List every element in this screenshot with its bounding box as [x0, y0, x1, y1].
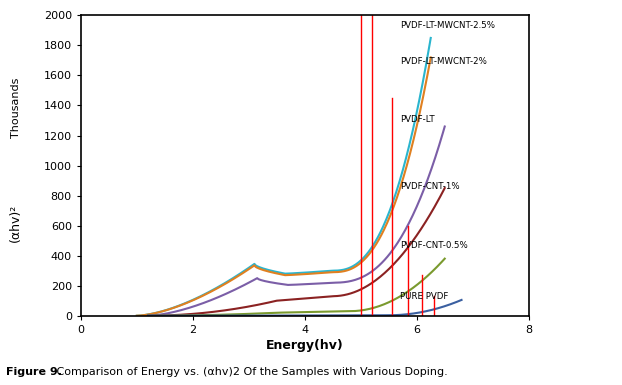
Text: PVDF-LT-MWCNT-2%: PVDF-LT-MWCNT-2%	[400, 57, 487, 67]
Text: Figure 9.: Figure 9.	[6, 367, 62, 377]
Text: PURE PVDF: PURE PVDF	[400, 293, 448, 301]
Text: PVDF-LT: PVDF-LT	[400, 114, 435, 124]
X-axis label: Energy(hv): Energy(hv)	[266, 339, 343, 352]
Text: Thousands: Thousands	[11, 78, 21, 138]
Text: Comparison of Energy vs. (αhv)2 Of the Samples with Various Doping.: Comparison of Energy vs. (αhv)2 Of the S…	[53, 367, 448, 377]
Text: PVDF-CNT-1%: PVDF-CNT-1%	[400, 182, 460, 191]
Text: PVDF-CNT-0.5%: PVDF-CNT-0.5%	[400, 241, 468, 249]
Text: (αhv)²: (αhv)²	[9, 204, 22, 243]
Text: PVDF-LT-MWCNT-2.5%: PVDF-LT-MWCNT-2.5%	[400, 22, 495, 30]
